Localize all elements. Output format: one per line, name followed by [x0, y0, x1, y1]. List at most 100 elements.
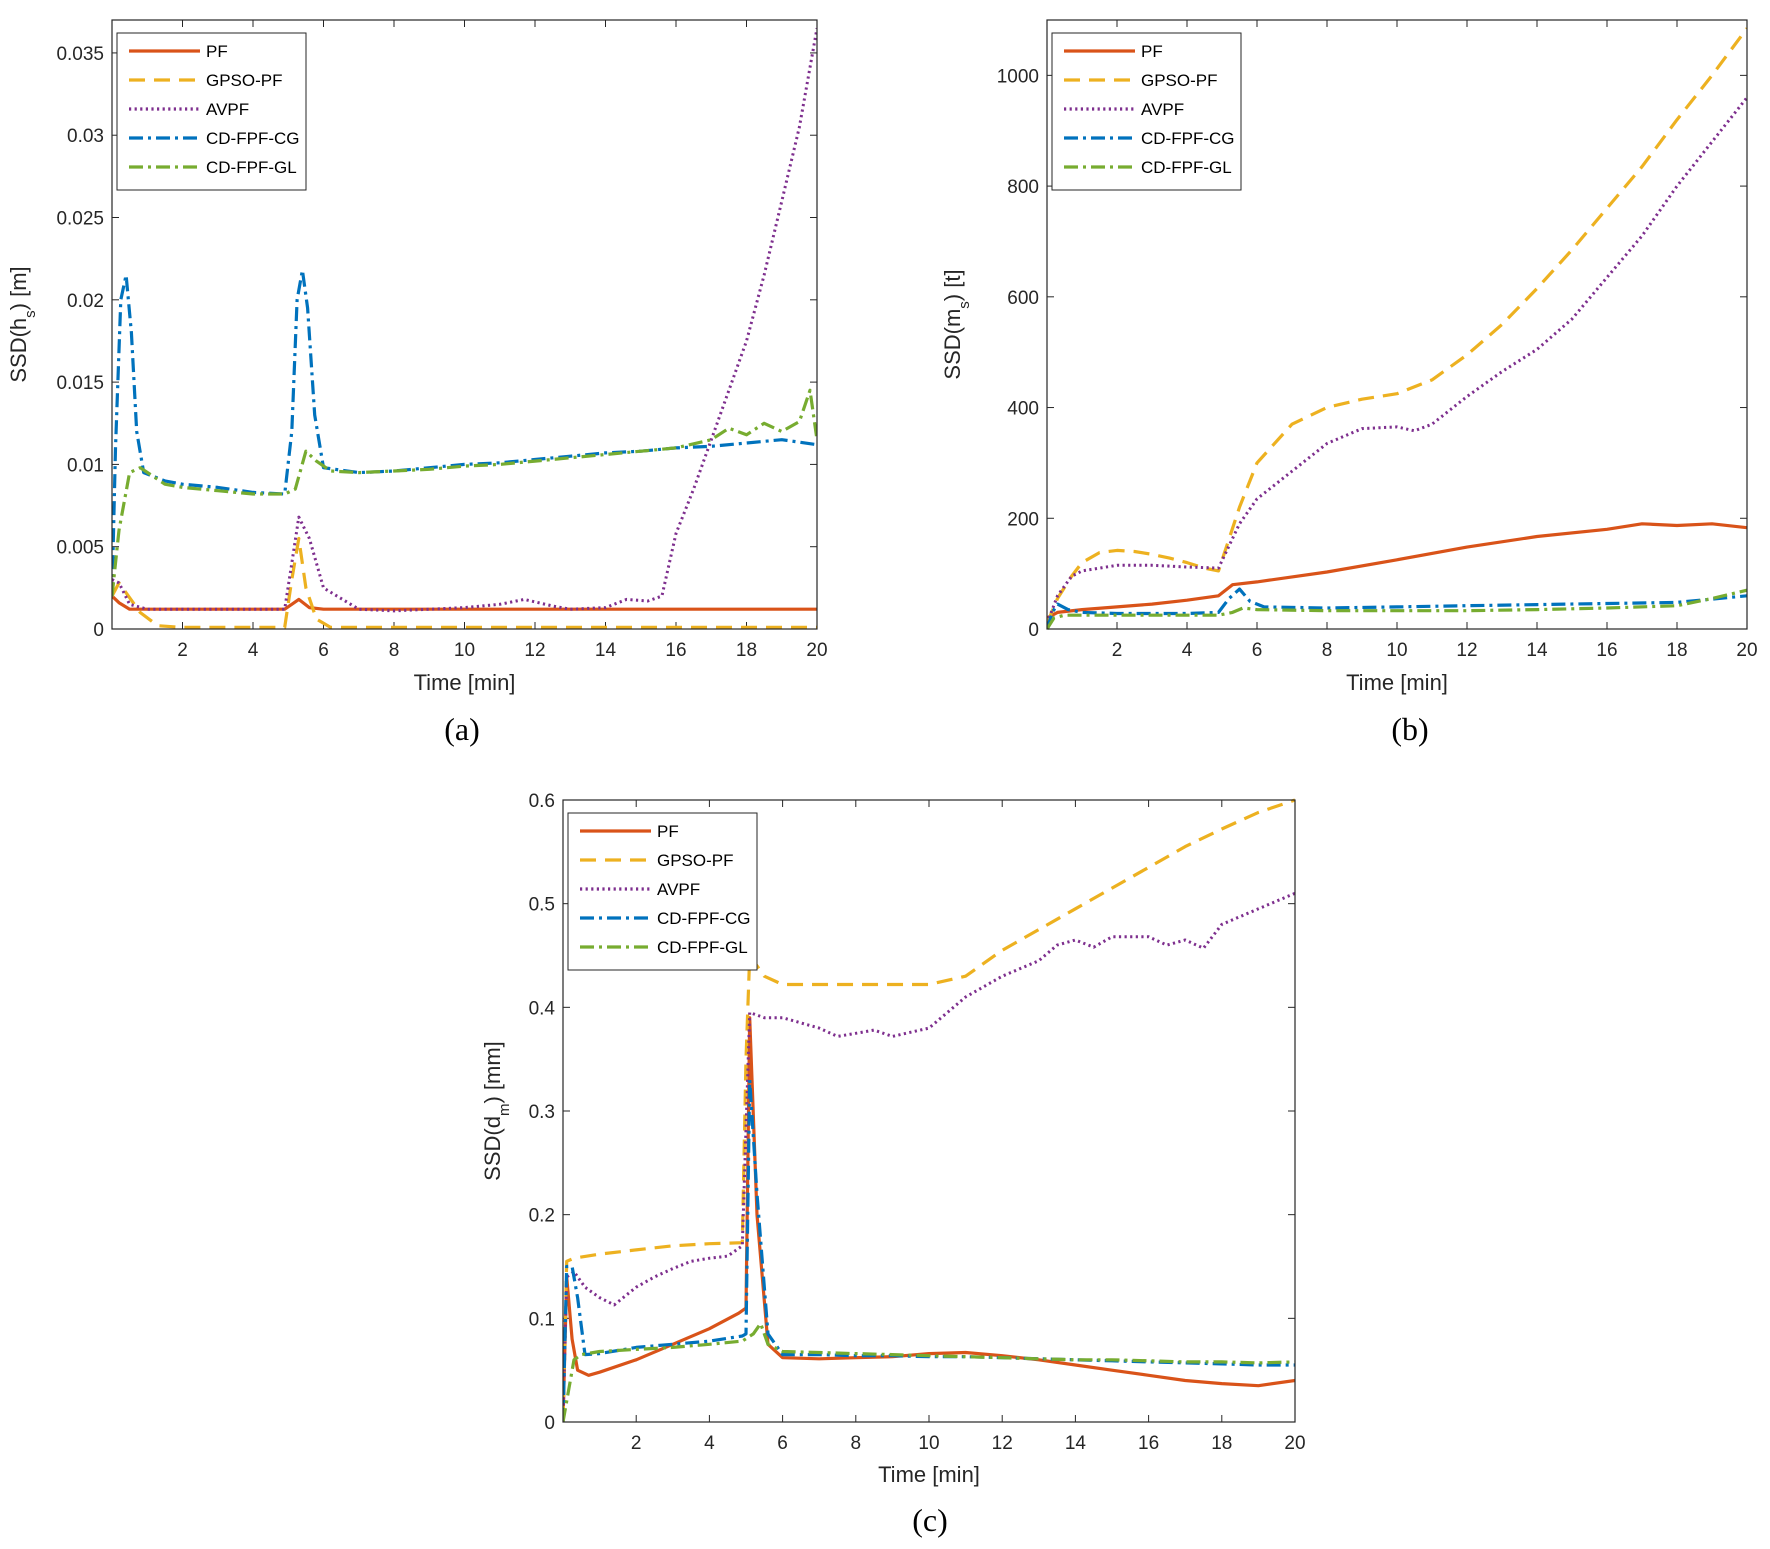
y-tick-label: 0.6 — [529, 791, 555, 812]
series-line-cd-fpf-cg — [563, 1078, 1295, 1423]
y-tick-label: 0.005 — [56, 538, 104, 559]
series-line-gpso-pf — [112, 536, 817, 630]
x-tick-label: 8 — [389, 640, 400, 661]
y-tick-label: 800 — [1007, 177, 1039, 198]
x-tick-label: 20 — [1284, 1433, 1305, 1454]
y-tick-label: 0.5 — [529, 895, 555, 916]
y-tick-label: 0.4 — [529, 998, 556, 1019]
y-tick-label: 1000 — [997, 66, 1039, 87]
axes-box — [562, 799, 1296, 1423]
y-axis-title: SSD(hs) [m] — [6, 266, 39, 382]
x-tick-label: 6 — [1252, 640, 1263, 661]
series-line-gpso-pf — [563, 798, 1295, 1423]
x-tick-label: 4 — [1182, 640, 1193, 661]
x-tick-label: 18 — [736, 640, 757, 661]
legend-label-pf: PF — [1141, 42, 1163, 61]
x-tick-label: 12 — [1456, 640, 1477, 661]
series-line-avpf — [112, 27, 817, 613]
panel-label: (b) — [1391, 711, 1428, 747]
y-axis-title: SSD(ms) [t] — [940, 269, 973, 379]
y-axis-title: SSD(dm) [mm] — [480, 1041, 513, 1181]
series-line-gpso-pf — [1047, 27, 1747, 625]
x-tick-label: 10 — [918, 1433, 939, 1454]
series-line-pf — [1047, 522, 1747, 620]
x-tick-label: 16 — [665, 640, 686, 661]
legend-box — [1051, 32, 1242, 191]
y-tick-label: 0.2 — [529, 1206, 555, 1227]
x-axis-title: Time [min] — [878, 1462, 980, 1487]
series-line-cd-fpf-gl — [112, 388, 817, 597]
legend-label-gpso-pf: GPSO-PF — [1141, 71, 1218, 90]
series-line-pf — [112, 594, 817, 611]
x-tick-label: 10 — [1386, 640, 1407, 661]
legend-label-avpf: AVPF — [206, 100, 249, 119]
y-tick-label: 0.1 — [529, 1309, 555, 1330]
x-tick-label: 6 — [318, 640, 329, 661]
legend-label-pf: PF — [657, 822, 679, 841]
legend-label-cd-fpf-cg: CD-FPF-CG — [206, 129, 299, 148]
series-group — [563, 798, 1295, 1423]
series-line-cd-fpf-cg — [1047, 587, 1747, 630]
x-tick-label: 2 — [1112, 640, 1123, 661]
x-tick-label: 14 — [595, 640, 617, 661]
axes-box — [111, 19, 818, 630]
chart-c: 2 4 6 8 10 12 14 16 18 20 0 0.1 0.2 0.3 0.4 0.5 0.6 Time … — [480, 791, 1306, 1538]
series-line-cd-fpf-gl — [1047, 588, 1747, 630]
x-tick-label: 8 — [1322, 640, 1333, 661]
x-tick-label: 12 — [524, 640, 545, 661]
legend-label-cd-fpf-cg: CD-FPF-CG — [1141, 129, 1234, 148]
legend-label-gpso-pf: GPSO-PF — [657, 851, 734, 870]
series-line-pf — [563, 1016, 1295, 1423]
legend-label-cd-fpf-gl: CD-FPF-GL — [1141, 158, 1232, 177]
y-tick-label: 0.3 — [529, 1102, 555, 1123]
x-tick-label: 2 — [177, 640, 188, 661]
series-group — [112, 27, 817, 630]
x-tick-label: 16 — [1138, 1433, 1159, 1454]
y-tick-label: 0 — [93, 620, 104, 641]
y-tick-label: 0.02 — [67, 291, 104, 312]
x-tick-label: 4 — [704, 1433, 715, 1454]
x-axis-title: Time [min] — [1346, 670, 1448, 695]
legend-label-avpf: AVPF — [657, 880, 700, 899]
legend-label-pf: PF — [206, 42, 228, 61]
y-tick-label: 0.03 — [67, 126, 104, 147]
legend: PF GPSO-PF AVPF CD-FPF-CG CD-FPF-GL — [567, 812, 758, 971]
x-tick-label: 4 — [248, 640, 259, 661]
series-line-avpf — [1047, 96, 1747, 625]
x-tick-label: 14 — [1065, 1433, 1087, 1454]
y-tick-label: 0 — [544, 1413, 555, 1434]
y-tick-label: 0.015 — [56, 373, 104, 394]
x-tick-label: 20 — [1736, 640, 1757, 661]
panel-label: (c) — [912, 1502, 948, 1538]
x-tick-label: 2 — [631, 1433, 642, 1454]
x-tick-label: 20 — [806, 640, 827, 661]
legend-label-cd-fpf-gl: CD-FPF-GL — [657, 938, 748, 957]
legend-label-avpf: AVPF — [1141, 100, 1184, 119]
chart-a: 2 4 6 8 10 12 14 16 18 20 0 0.005 0.01 0.015 0.02 0.025… — [6, 19, 828, 747]
y-tick-label: 0.025 — [56, 209, 104, 230]
x-tick-label: 8 — [851, 1433, 862, 1454]
panel-label: (a) — [444, 711, 480, 747]
x-tick-label: 18 — [1666, 640, 1687, 661]
legend-box — [116, 32, 307, 191]
series-line-cd-fpf-cg — [112, 268, 817, 597]
y-tick-label: 0 — [1028, 620, 1039, 641]
legend: PF GPSO-PF AVPF CD-FPF-CG CD-FPF-GL — [116, 32, 307, 191]
y-tick-label: 0.035 — [56, 44, 104, 65]
legend: PF GPSO-PF AVPF CD-FPF-CG CD-FPF-GL — [1051, 32, 1242, 191]
legend-box — [567, 812, 758, 971]
x-axis-title: Time [min] — [414, 670, 516, 695]
x-tick-label: 16 — [1596, 640, 1617, 661]
legend-label-cd-fpf-cg: CD-FPF-CG — [657, 909, 750, 928]
legend-label-gpso-pf: GPSO-PF — [206, 71, 283, 90]
x-tick-label: 18 — [1211, 1433, 1232, 1454]
x-tick-label: 6 — [777, 1433, 788, 1454]
series-line-avpf — [563, 891, 1295, 1423]
y-tick-label: 400 — [1007, 399, 1039, 420]
axes-box — [1046, 19, 1748, 630]
series-line-cd-fpf-gl — [563, 1321, 1295, 1423]
y-tick-label: 200 — [1007, 509, 1039, 530]
series-group — [1047, 27, 1747, 630]
